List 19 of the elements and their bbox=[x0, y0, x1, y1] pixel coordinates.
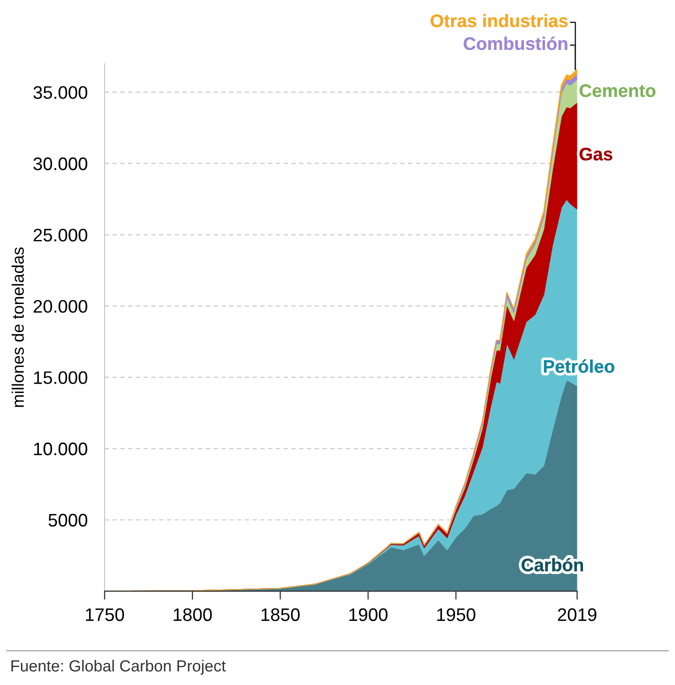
x-tick-label: 2019 bbox=[558, 608, 596, 622]
y-tick-label: 20.000 bbox=[34, 300, 88, 313]
y-tick-label: 15.000 bbox=[34, 371, 88, 384]
text: Otras industrias bbox=[430, 14, 568, 28]
y-tick-label: 5000 bbox=[48, 514, 88, 527]
x-tick-label: 1750 bbox=[86, 608, 124, 622]
x-tick-label: 1950 bbox=[437, 608, 476, 622]
series-label: Gas bbox=[580, 148, 612, 160]
y-tick-label: 35.000 bbox=[33, 86, 88, 99]
x-tick-label: 1900 bbox=[349, 608, 388, 622]
y-tick-label: 25.000 bbox=[34, 228, 88, 242]
source-note: Fuente: Global Carbon Project bbox=[11, 660, 226, 675]
series-label: Combustión bbox=[464, 36, 568, 50]
y-tick-label: 10.000 bbox=[34, 442, 88, 456]
x-tick-label: 1800 bbox=[174, 608, 212, 622]
series-label: Cemento bbox=[580, 84, 656, 98]
y-tick-label: 30.000 bbox=[33, 157, 88, 170]
x-tick-label: 1850 bbox=[262, 608, 300, 622]
y-axis-title: millones de toneladas bbox=[12, 247, 24, 407]
